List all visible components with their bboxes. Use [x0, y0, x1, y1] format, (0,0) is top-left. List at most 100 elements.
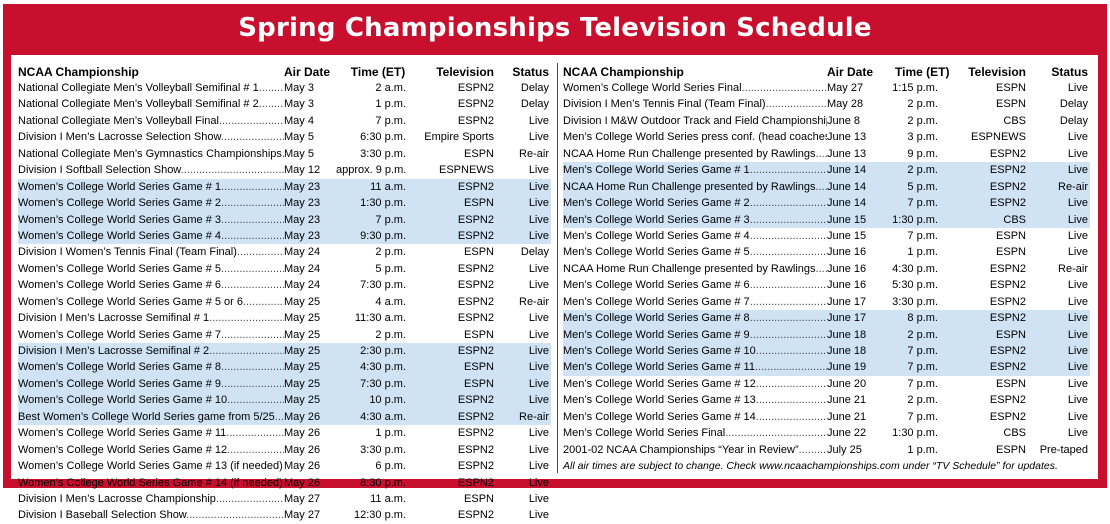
championship-name: Division I Softball Selection Show — [18, 164, 181, 177]
championship-name: Men’s College World Series Game # 1 — [563, 164, 750, 177]
status-cell: Live — [1067, 377, 1088, 390]
championship-name: Division I Men’s Lacrosse Selection Show — [18, 131, 221, 144]
time-cell: approx. 9 p.m. — [336, 164, 407, 177]
television-cell: ESPN — [464, 246, 494, 259]
television-cell: ESPN2 — [457, 394, 494, 407]
championship-name: National Collegiate Men’s Volleyball Sem… — [18, 98, 259, 111]
air-date-cell: June 13 — [827, 131, 867, 144]
right-header-row: NCAA Championship Air Date Time (ET) Tel… — [563, 64, 1090, 80]
schedule-row: Women’s College World Series Game # 2...… — [18, 195, 551, 212]
header-time: Time (ET) — [350, 65, 406, 79]
status-cell: Re-air — [519, 295, 549, 308]
championship-cell: Men’s College World Series press conf. (… — [563, 129, 827, 145]
time-cell: 4:30 p.m. — [360, 361, 406, 374]
schedule-row: Men’s College World Series press conf. (… — [563, 129, 1090, 145]
television-cell: ESPN2 — [457, 213, 494, 226]
header-television: Television — [436, 65, 494, 79]
status-cell: Live — [1067, 131, 1088, 144]
status-cell: Live — [528, 377, 549, 390]
time-cell: 7 p.m. — [907, 345, 938, 357]
air-date-cell: June 18 — [827, 328, 867, 341]
time-cell: 2 p.m. — [907, 394, 938, 407]
championship-cell: 2001-02 NCAA Championships “Year in Revi… — [563, 442, 827, 458]
championship-cell: NCAA Home Run Challenge presented by Raw… — [563, 146, 827, 162]
air-date-cell: May 5 — [284, 131, 314, 144]
championship-name: Men’s College World Series Game # 10 — [563, 345, 756, 357]
television-cell: ESPN — [464, 492, 494, 505]
television-cell: ESPN2 — [457, 427, 494, 440]
television-cell: CBS — [1003, 427, 1026, 440]
time-cell: 9 p.m. — [907, 147, 938, 160]
championship-cell: Men’s College World Series Game # 4.....… — [563, 228, 827, 244]
status-cell: Pre-taped — [1039, 443, 1088, 456]
television-cell: ESPN — [996, 82, 1026, 94]
time-cell: 7 p.m. — [907, 410, 938, 423]
championship-name: Women’s College World Series Game # 3 — [18, 213, 221, 226]
television-cell: ESPN — [464, 197, 494, 210]
air-date-cell: May 25 — [284, 394, 321, 407]
dot-leader: ........................................… — [282, 148, 284, 160]
right-schedule-body: Women’s College World Series Final......… — [563, 80, 1090, 458]
championship-cell: Men’s College World Series Game # 11....… — [563, 359, 827, 375]
dot-leader: ........................................… — [180, 164, 284, 177]
schedule-row: Women’s College World Series Game # 13 (… — [18, 458, 551, 474]
championship-cell: National Collegiate Men’s Volleyball Sem… — [18, 80, 284, 96]
dot-leader: ........................................… — [749, 164, 827, 177]
television-cell: ESPN2 — [989, 345, 1026, 357]
air-date-cell: June 21 — [827, 410, 867, 423]
schedule-row: Best Women’s College World Series game f… — [18, 408, 551, 426]
air-date-cell: June 14 — [827, 164, 867, 177]
status-cell: Live — [528, 509, 549, 522]
championship-cell: Division I Men’s Lacrosse Semifinal # 2.… — [18, 343, 284, 359]
championship-name: Men’s College World Series Game # 5 — [563, 246, 750, 259]
status-cell: Re-air — [1058, 262, 1088, 275]
television-cell: ESPN — [464, 361, 494, 374]
status-cell: Live — [1067, 394, 1088, 407]
television-cell: ESPN2 — [989, 410, 1026, 423]
dot-leader: ........................................… — [755, 394, 827, 407]
schedule-row: Women’s College World Series Game # 4...… — [18, 227, 551, 245]
schedule-row: 2001-02 NCAA Championships “Year in Revi… — [563, 442, 1090, 458]
championship-cell: Women’s College World Series Game # 9...… — [18, 376, 284, 392]
schedule-row: National Collegiate Men’s Volleyball Sem… — [18, 80, 551, 96]
air-date-cell: May 26 — [284, 427, 321, 440]
time-cell: 2 a.m. — [375, 82, 406, 94]
television-cell: ESPN2 — [989, 394, 1026, 407]
championship-name: NCAA Home Run Challenge presented by Raw… — [563, 180, 816, 193]
time-cell: 10 p.m. — [369, 394, 406, 407]
championship-cell: Women’s College World Series Game # 7...… — [18, 327, 284, 343]
status-cell: Re-air — [519, 147, 549, 160]
television-cell: CBS — [1003, 213, 1026, 226]
championship-cell: Men’s College World Series Game # 7.....… — [563, 294, 827, 310]
time-cell: 2 p.m. — [375, 328, 406, 341]
championship-cell: Men’s College World Series Game # 9.....… — [563, 327, 827, 343]
dot-leader: ........................................… — [227, 443, 284, 456]
air-date-cell: June 22 — [827, 427, 867, 440]
championship-name: Women’s College World Series Game # 4 — [18, 229, 221, 242]
header-air-date: Air Date — [284, 65, 331, 79]
dot-leader: ........................................… — [220, 361, 284, 374]
championship-name: Women’s College World Series Game # 11 — [18, 427, 227, 440]
time-cell: 1:30 p.m. — [892, 427, 938, 440]
dot-leader: ........................................… — [220, 328, 284, 341]
championship-name: Division I Men’s Lacrosse Championship — [18, 492, 216, 505]
air-date-cell: June 13 — [827, 147, 867, 160]
time-cell: 11 a.m. — [370, 492, 406, 505]
championship-name: Women’s College World Series Game # 10 — [18, 394, 228, 407]
air-date-cell: May 27 — [284, 492, 321, 505]
time-cell: 1:30 p.m. — [360, 197, 406, 210]
status-cell: Delay — [1059, 114, 1088, 127]
championship-name: Division I Baseball Selection Show — [18, 509, 187, 522]
championship-name: Women’s College World Series Game # 7 — [18, 328, 221, 341]
status-cell: Live — [528, 492, 549, 505]
championship-cell: Women’s College World Series Game # 5 or… — [18, 294, 284, 310]
time-cell: 7 p.m. — [375, 213, 406, 226]
status-cell: Live — [1067, 197, 1088, 210]
schedule-row: Division I Men’s Lacrosse Semifinal # 1.… — [18, 310, 551, 326]
air-date-cell: May 27 — [284, 509, 321, 522]
schedule-row: Men’s College World Series Game # 5.....… — [563, 244, 1090, 260]
schedule-row: Women’s College World Series Game # 12..… — [18, 442, 551, 458]
time-cell: 4:30 p.m. — [892, 262, 938, 275]
dot-leader: ........................................… — [220, 131, 284, 144]
television-cell: ESPN — [996, 328, 1026, 341]
